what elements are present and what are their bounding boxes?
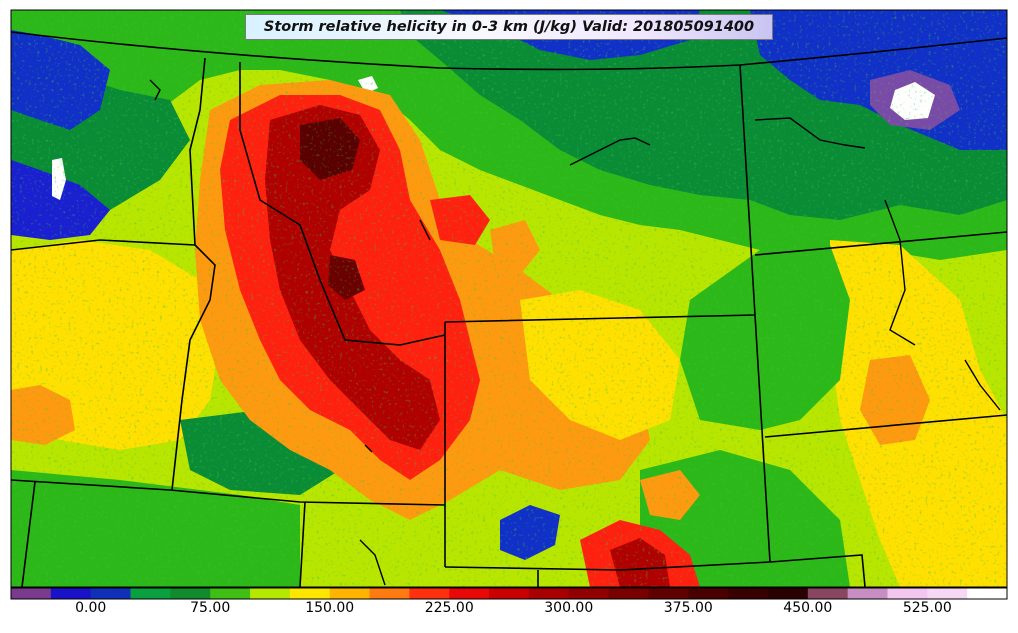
- colorbar-swatch: [528, 588, 570, 599]
- colorbar-swatch: [210, 588, 251, 599]
- border-ok: [769, 554, 866, 587]
- colorbar-ticks: 0.00 75.00 150.00 225.00 300.00 375.00 450.00 5…: [0, 600, 1018, 628]
- river-mid: [419, 219, 431, 241]
- water-outlines: [149, 79, 1001, 586]
- colorbar-tick-label: 75.00: [190, 600, 231, 616]
- colorbar-swatch: [728, 588, 769, 599]
- colorbar-swatch: [688, 588, 729, 599]
- lake-sakakawea: [569, 137, 651, 166]
- colorbar-swatch: [967, 588, 1008, 599]
- colorbar-swatch: [767, 588, 809, 599]
- colorbar-tick-label: 300.00: [544, 600, 594, 616]
- colorbar-swatch: [170, 588, 211, 599]
- border-idaho-wy: [239, 62, 446, 346]
- colorbar: [10, 587, 1008, 600]
- colorbar-swatch: [847, 588, 888, 599]
- colorbar-frame: [10, 587, 1008, 600]
- colorbar-swatch: [608, 588, 649, 599]
- colorbar-swatch: [50, 588, 92, 599]
- state-borders: [11, 31, 1007, 587]
- border-nd-sd: [739, 64, 756, 316]
- plot-frame: [10, 9, 1008, 588]
- border-az: [299, 501, 306, 587]
- contour-field: [11, 10, 1007, 587]
- lake-tahoe: [359, 539, 386, 586]
- border-co-east: [754, 314, 771, 563]
- colorbar-swatch: [130, 588, 171, 599]
- colorbar-swatch: [568, 588, 610, 599]
- colorbar-swatch: [289, 588, 331, 599]
- colorbar-tick-label: 450.00: [783, 600, 833, 616]
- border-sd-ne: [754, 231, 1007, 256]
- colorbar-tick-label: 375.00: [663, 600, 713, 616]
- colorbar-tick-label: 525.00: [902, 600, 952, 616]
- lake-oahe: [754, 117, 866, 149]
- border-co-south: [444, 561, 771, 571]
- border-nv-ut: [11, 479, 446, 506]
- colorbar-tick-label: 225.00: [424, 600, 474, 616]
- colorbar-swatch: [449, 588, 490, 599]
- colorbar-swatch: [409, 588, 450, 599]
- colorbar-swatch: [11, 588, 52, 599]
- border-wa-or: [11, 239, 196, 251]
- colorbar-swatch: [648, 588, 689, 599]
- colorbar-swatch: [369, 588, 410, 599]
- border-sw: [21, 481, 36, 587]
- border-canada: [11, 31, 1007, 71]
- map-title: Storm relative helicity in 0-3 km (J/kg)…: [245, 14, 773, 40]
- colorbar-tick-label: 150.00: [305, 600, 355, 616]
- colorbar-swatch: [807, 588, 849, 599]
- border-ne-ks: [764, 414, 1007, 438]
- colorbar-swatch: [250, 588, 291, 599]
- river-ne: [964, 359, 1001, 411]
- colorbar-swatch: [90, 588, 132, 599]
- border-id-mt: [171, 57, 216, 491]
- field-texture: [11, 10, 1007, 587]
- colorbar-swatch: [887, 588, 928, 599]
- missouri-river: [884, 199, 916, 346]
- lake-utah: [364, 444, 373, 453]
- colorbar-swatch: [489, 588, 530, 599]
- border-wy-co: [444, 314, 756, 323]
- colorbar-swatch: [329, 588, 371, 599]
- colorbar-tick-label: 0.00: [75, 600, 107, 616]
- colorbar-swatch: [927, 588, 968, 599]
- lake-west: [149, 79, 161, 101]
